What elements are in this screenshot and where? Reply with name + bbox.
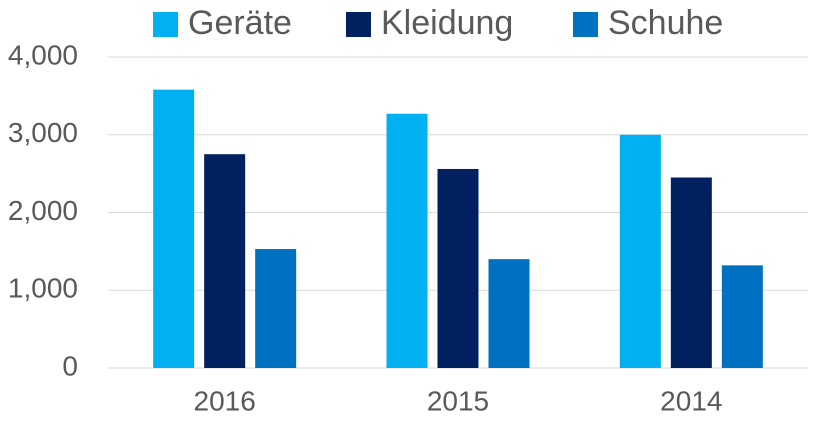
bar [386, 113, 428, 368]
bar [204, 154, 246, 368]
bar [670, 177, 712, 368]
x-tick-label: 2014 [660, 385, 722, 416]
bar [721, 265, 763, 368]
y-tick-label: 2,000 [8, 195, 78, 226]
bar [255, 249, 297, 368]
x-tick-label: 2015 [427, 385, 489, 416]
y-tick-label: 1,000 [8, 273, 78, 304]
legend-swatch [573, 12, 598, 37]
x-tick-label: 2016 [194, 385, 256, 416]
bar [437, 168, 479, 368]
legend-label: Kleidung [381, 4, 513, 42]
bar [153, 89, 195, 368]
bar [488, 259, 530, 368]
legend-swatch [346, 12, 371, 37]
bar [619, 134, 661, 368]
y-tick-label: 4,000 [8, 39, 78, 70]
y-tick-label: 0 [62, 350, 78, 381]
legend-label: Schuhe [608, 4, 723, 42]
y-tick-label: 3,000 [8, 117, 78, 148]
legend-label: Geräte [188, 4, 292, 42]
legend-swatch [153, 12, 178, 37]
